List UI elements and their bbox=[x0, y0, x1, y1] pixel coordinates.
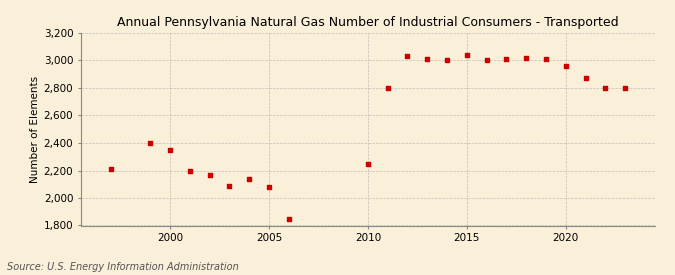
Point bbox=[580, 76, 591, 81]
Point bbox=[520, 56, 531, 60]
Point bbox=[224, 183, 235, 188]
Point bbox=[205, 172, 215, 177]
Point bbox=[184, 168, 195, 173]
Point bbox=[441, 58, 452, 63]
Point bbox=[105, 167, 116, 171]
Point bbox=[422, 57, 433, 61]
Point bbox=[501, 57, 512, 61]
Point bbox=[541, 57, 551, 61]
Point bbox=[165, 148, 176, 152]
Point bbox=[284, 216, 294, 221]
Point bbox=[362, 161, 373, 166]
Y-axis label: Number of Elements: Number of Elements bbox=[30, 76, 40, 183]
Point bbox=[620, 86, 630, 90]
Point bbox=[560, 64, 571, 68]
Point bbox=[481, 58, 492, 63]
Point bbox=[263, 185, 274, 189]
Point bbox=[462, 53, 472, 57]
Point bbox=[382, 86, 393, 90]
Title: Annual Pennsylvania Natural Gas Number of Industrial Consumers - Transported: Annual Pennsylvania Natural Gas Number o… bbox=[117, 16, 619, 29]
Point bbox=[600, 86, 611, 90]
Point bbox=[402, 54, 413, 59]
Text: Source: U.S. Energy Information Administration: Source: U.S. Energy Information Administ… bbox=[7, 262, 238, 272]
Point bbox=[244, 177, 254, 181]
Point bbox=[145, 141, 156, 145]
